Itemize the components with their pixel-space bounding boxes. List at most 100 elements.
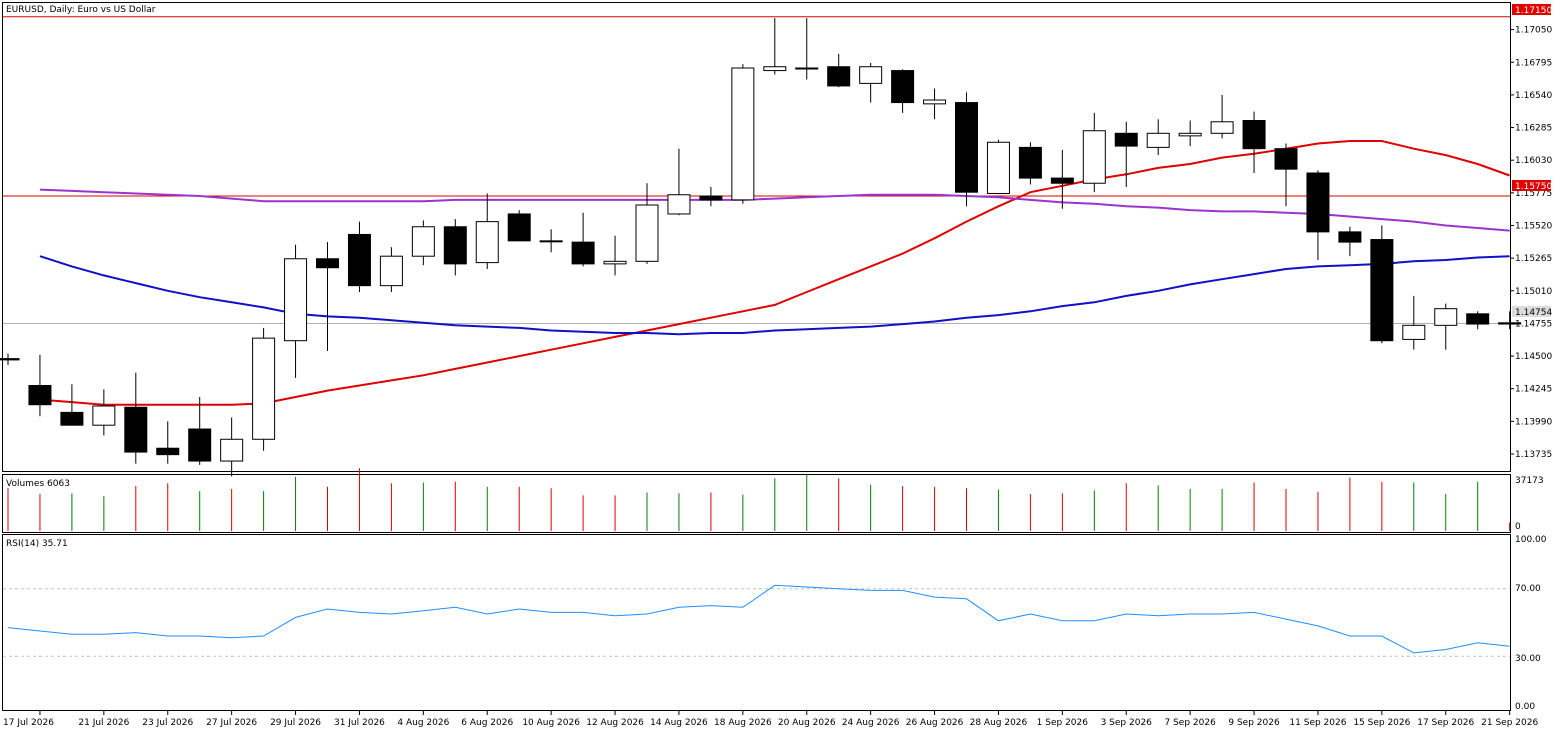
candle-body [1210, 121, 1234, 134]
candle [475, 193, 499, 270]
candle-body [188, 428, 212, 462]
price-tick-label: 1.16795 [1515, 58, 1552, 68]
date-tick-label: 31 Jul 2026 [334, 718, 385, 728]
candle-body [986, 141, 1010, 194]
candle-body [507, 213, 531, 242]
candle [603, 235, 627, 276]
candle-body [0, 358, 20, 361]
candle-body [1018, 146, 1042, 179]
candle [252, 327, 276, 451]
candle-body [795, 67, 819, 70]
date-tick-label: 10 Aug 2026 [522, 718, 580, 728]
date-tick-label: 23 Jul 2026 [142, 718, 193, 728]
candle [60, 384, 84, 426]
date-tick-label: 17 Jul 2026 [3, 718, 54, 728]
candle-body [347, 233, 371, 287]
moving-average-purple [39, 188, 1510, 232]
candle [1178, 120, 1202, 147]
candle [827, 53, 851, 88]
candle-body [1402, 324, 1426, 340]
price-tick-label: 1.14755 [1515, 319, 1552, 329]
candle [1434, 303, 1458, 350]
candle-body [379, 255, 403, 287]
candle-body [1114, 132, 1138, 147]
date-tick-label: 29 Jul 2026 [270, 718, 321, 728]
candle-body [316, 258, 339, 269]
candle-body [923, 99, 947, 105]
date-tick-label: 1 Sep 2026 [1037, 718, 1089, 728]
price-tick-label: 1.13990 [1515, 417, 1552, 427]
candle-body [28, 385, 52, 406]
price-tick-label: 1.15010 [1515, 287, 1552, 297]
candle [411, 220, 435, 266]
candle-body [92, 405, 116, 426]
date-tick-label: 24 Aug 2026 [842, 718, 900, 728]
date-tick-label: 21 Sep 2026 [1481, 718, 1538, 728]
candle [284, 244, 308, 378]
candle-body [1466, 313, 1490, 325]
candle-body [731, 67, 755, 201]
candle [635, 183, 659, 264]
price-panel-frame [2, 2, 1511, 472]
candle-body [1242, 120, 1266, 150]
candle [1018, 142, 1042, 185]
candle [859, 62, 883, 103]
price-tick-label: 1.14500 [1515, 352, 1552, 362]
candle-body [539, 240, 563, 243]
rsi-panel-frame [2, 534, 1511, 711]
candle-body [220, 438, 244, 462]
candle-body [699, 195, 723, 201]
candle-body [1434, 308, 1458, 326]
candle [731, 64, 755, 204]
candle-body [1146, 132, 1170, 148]
candle [1146, 119, 1170, 156]
date-tick-label: 14 Aug 2026 [650, 718, 708, 728]
candle-body [571, 241, 595, 265]
date-tick-label: 9 Sep 2026 [1228, 718, 1280, 728]
current-price-tag-bg [1512, 306, 1551, 317]
candle-body [1338, 231, 1362, 243]
candle [1114, 121, 1138, 188]
candle [699, 187, 723, 207]
candle-body [284, 258, 308, 342]
candle [923, 88, 947, 120]
candle-body [1498, 322, 1522, 325]
rsi-line [7, 584, 1510, 654]
candle-body [411, 226, 435, 257]
candle-body [859, 66, 883, 84]
price-tick-label: 1.13735 [1515, 450, 1552, 460]
candle-body [955, 102, 978, 193]
volume-axis-max: 37173 [1515, 476, 1544, 486]
candle-body [1274, 148, 1298, 170]
moving-average-red [39, 140, 1510, 406]
date-tick-label: 12 Aug 2026 [586, 718, 644, 728]
date-tick-label: 3 Sep 2026 [1101, 718, 1153, 728]
volume-panel-title: Volumes 6063 [6, 479, 70, 489]
top-level-tag-bg [1512, 4, 1551, 15]
candle [156, 421, 180, 464]
candle [0, 353, 20, 366]
candle-body [156, 447, 180, 456]
date-tick-label: 7 Sep 2026 [1164, 718, 1216, 728]
candle-body [475, 221, 499, 264]
candle [507, 210, 531, 242]
candle [1210, 94, 1234, 139]
candle [539, 229, 563, 253]
price-tick-label: 1.16285 [1515, 124, 1552, 134]
candle [986, 139, 1010, 194]
candle [1402, 295, 1426, 350]
candle-body [1306, 172, 1330, 233]
candle-body [603, 260, 627, 265]
date-tick-label: 18 Aug 2026 [714, 718, 772, 728]
price-tick-label: 1.14245 [1515, 385, 1552, 395]
candle [188, 397, 212, 465]
candle [891, 69, 915, 113]
candle-body [1082, 130, 1106, 184]
date-tick-label: 15 Sep 2026 [1353, 718, 1410, 728]
candle [92, 389, 116, 436]
candle [220, 417, 244, 477]
candle [1466, 311, 1490, 330]
date-tick-label: 6 Aug 2026 [461, 718, 513, 728]
candle [1242, 111, 1266, 173]
